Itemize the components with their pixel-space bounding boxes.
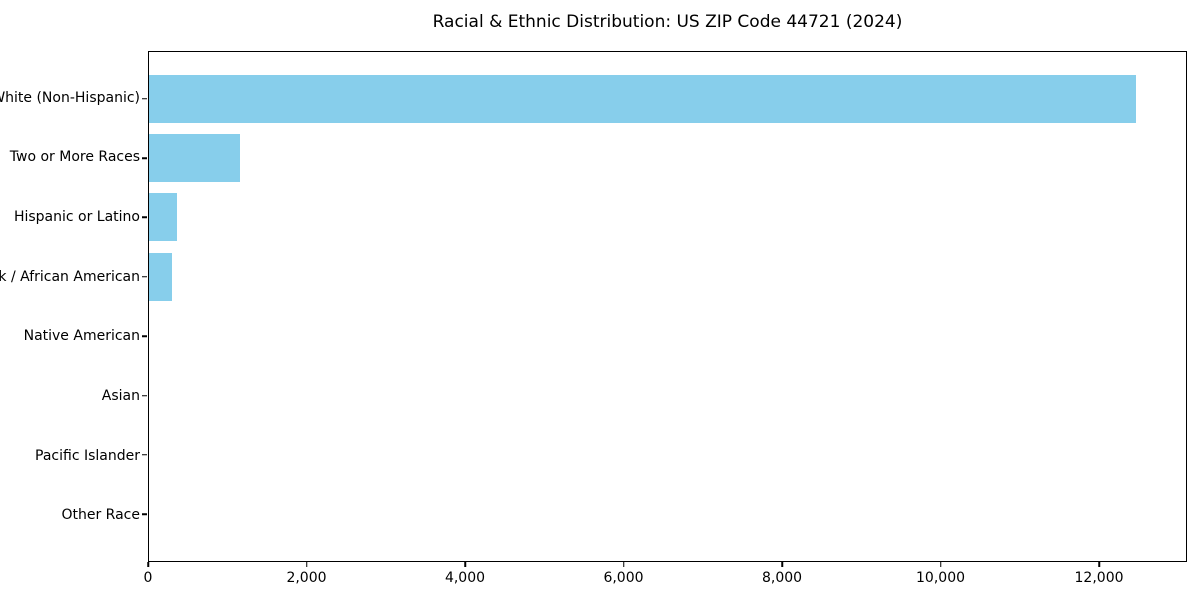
- bar-row: [142, 247, 1186, 306]
- y-tick-label: Asian: [101, 387, 140, 404]
- bar: [149, 134, 240, 183]
- bar-row: [142, 188, 1186, 247]
- y-tick-label: Black / African American: [0, 268, 140, 285]
- y-label-row: Pacific Islander: [0, 426, 140, 486]
- y-axis-labels: White (Non-Hispanic) Two or More Races His…: [0, 51, 140, 562]
- bars-container: [142, 52, 1186, 561]
- bar-row: [142, 366, 1186, 425]
- y-label-row: Other Race: [0, 485, 140, 545]
- bar-row: [142, 69, 1186, 128]
- y-tick-label: Native American: [23, 328, 140, 345]
- bar-row: [142, 307, 1186, 366]
- y-tick-mark: [142, 157, 147, 159]
- x-tick-label: 0: [143, 570, 153, 586]
- y-tick-mark: [142, 454, 147, 456]
- y-tick-mark: [142, 335, 147, 337]
- x-tick-label: 12,000: [1074, 570, 1124, 586]
- y-tick-label: Hispanic or Latino: [13, 209, 140, 226]
- x-tick-mark: [464, 562, 466, 567]
- x-tick-label: 4,000: [444, 570, 486, 586]
- x-tick-label: 8,000: [761, 570, 803, 586]
- bar: [149, 74, 1137, 123]
- x-tick-mark: [781, 562, 783, 567]
- bar-row: [142, 485, 1186, 544]
- y-label-row: Hispanic or Latino: [0, 187, 140, 247]
- y-tick-mark: [142, 513, 147, 516]
- plot-area: [142, 51, 1187, 562]
- x-tick-label: 6,000: [603, 570, 644, 586]
- y-tick-mark: [142, 216, 147, 219]
- x-tick-mark: [305, 562, 308, 567]
- y-tick-mark: [142, 276, 147, 278]
- bar-row: [142, 425, 1186, 484]
- y-tick-label: White (Non-Hispanic): [0, 89, 140, 106]
- y-tick-mark: [142, 97, 147, 100]
- y-label-row: Asian: [0, 366, 140, 426]
- y-label-row: Two or More Races: [0, 128, 140, 188]
- x-tick-label: 2,000: [286, 570, 327, 586]
- y-tick-label: Other Race: [61, 507, 140, 524]
- x-tick-mark: [1098, 562, 1100, 567]
- x-tick-mark: [147, 562, 149, 567]
- x-tick-mark: [939, 562, 942, 567]
- bar: [149, 252, 172, 301]
- y-tick-label: Two or More Races: [9, 149, 140, 166]
- y-label-row: Native American: [0, 307, 140, 367]
- y-tick-mark: [142, 394, 147, 397]
- y-tick-label: Pacific Islander: [35, 447, 140, 464]
- bar: [149, 193, 178, 242]
- chart-title: Racial & Ethnic Distribution: US ZIP Cod…: [432, 12, 903, 32]
- x-axis: 0 2,000 4,000 6,000 8,000 10,000 12,000: [144, 562, 1187, 598]
- y-label-row: Black / African American: [0, 247, 140, 307]
- bar-row: [142, 128, 1186, 187]
- x-tick-mark: [622, 562, 625, 567]
- y-label-row: White (Non-Hispanic): [0, 68, 140, 128]
- x-tick-label: 10,000: [916, 570, 966, 586]
